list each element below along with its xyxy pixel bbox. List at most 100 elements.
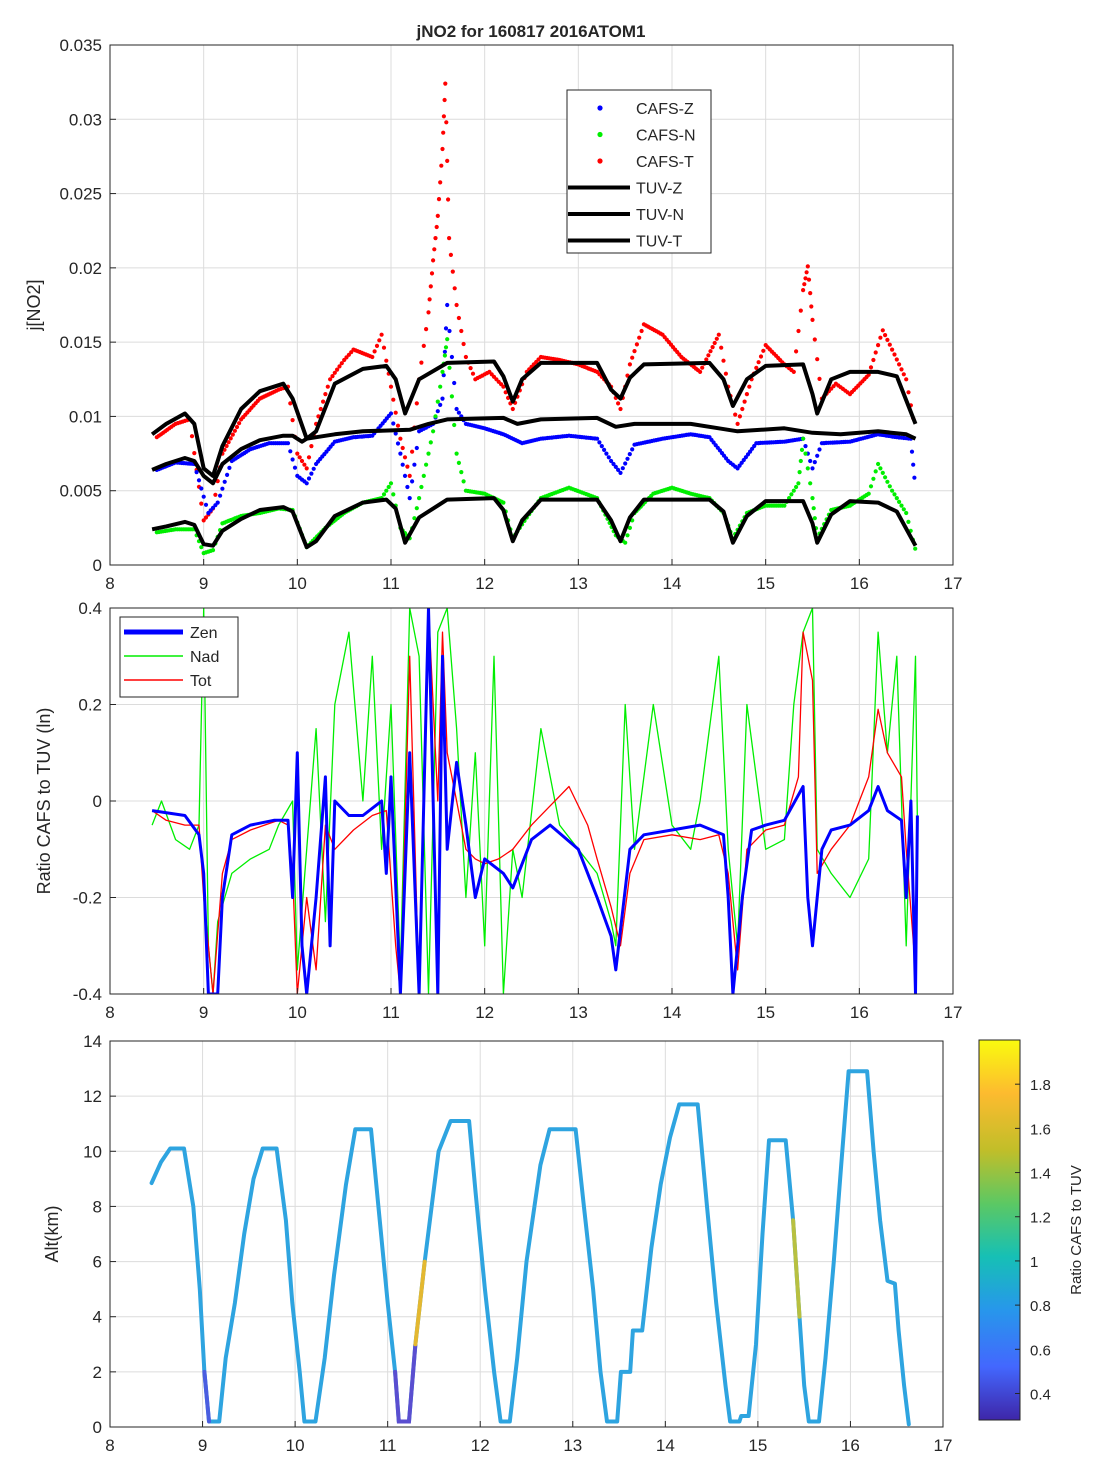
data-point (470, 371, 476, 376)
data-point (328, 377, 333, 382)
data-point (815, 357, 820, 362)
data-point (379, 332, 384, 337)
data-point (616, 467, 621, 472)
data-point (804, 270, 809, 275)
data-point (393, 431, 398, 436)
colorbar-tick-label: 1.6 (1030, 1121, 1051, 1138)
data-point (438, 384, 443, 389)
chart-title: jNO2 for 160817 2016ATOM1 (416, 22, 646, 41)
data-point (894, 357, 899, 362)
data-point (201, 494, 206, 499)
y-tick-label: 0.01 (69, 407, 102, 426)
data-point (597, 440, 602, 445)
colorbar-tick-label: 1.4 (1030, 1166, 1051, 1183)
data-point (391, 492, 396, 497)
data-point (637, 335, 642, 340)
x-tick-label: 13 (569, 1003, 588, 1022)
data-point (735, 421, 740, 426)
legend-ratio[interactable]: Zen Nad Tot (119, 616, 239, 698)
data-point (405, 464, 410, 469)
data-point (442, 97, 447, 103)
data-point (887, 484, 892, 489)
data-point (459, 470, 464, 475)
data-point (339, 361, 344, 366)
data-point (454, 451, 459, 456)
data-point (706, 353, 711, 358)
data-point (815, 453, 820, 458)
data-point (395, 423, 401, 428)
data-point (620, 466, 625, 471)
data-point (883, 333, 888, 338)
data-point (395, 441, 401, 446)
data-point (391, 421, 396, 426)
data-point (435, 399, 440, 404)
colorbar: 0.4 0.6 0.8 1 1.2 1.4 1.6 1.8 Ratio CAFS to TUV (978, 1039, 1085, 1421)
data-point (810, 496, 815, 501)
x-tick-label: 14 (663, 1003, 682, 1022)
data-point (618, 470, 623, 475)
data-point (803, 451, 808, 456)
data-point (309, 444, 314, 449)
data-point (714, 336, 719, 341)
data-point (410, 479, 415, 484)
y-tick-label: 12 (83, 1087, 102, 1106)
x-tick-label: 16 (841, 1436, 860, 1455)
data-point (417, 496, 422, 501)
data-point (442, 353, 447, 358)
data-point (292, 465, 298, 470)
data-point (704, 357, 709, 362)
data-point (791, 369, 796, 374)
legend-label-cafs-t: CAFS-T (636, 154, 694, 171)
data-point (449, 394, 454, 399)
x-tick-label: 10 (288, 1003, 307, 1022)
x-tick-label: 11 (382, 574, 400, 593)
colorbar-tick-label: 0.4 (1030, 1386, 1051, 1403)
series-line-nad (151, 608, 919, 994)
data-point (386, 484, 391, 490)
data-point (222, 479, 227, 484)
data-point (398, 451, 403, 456)
data-point (446, 197, 451, 202)
data-point (428, 440, 433, 445)
data-point (901, 507, 906, 512)
y-tick-label: 4 (93, 1308, 102, 1327)
panel-ratio: 8 9 10 11 12 13 14 15 16 17 -0.4 -0.2 0 0.2 0.4 Ratio … (34, 599, 962, 1022)
data-point (873, 469, 878, 474)
altitude-track (149, 1069, 911, 1427)
data-point (414, 401, 419, 406)
plot-area-altitude (110, 1041, 943, 1427)
data-point (901, 372, 906, 377)
data-point (880, 470, 885, 475)
colorbar-tick-label: 0.6 (1030, 1342, 1051, 1359)
data-point (810, 317, 815, 322)
data-point (803, 276, 808, 281)
x-tick-label: 16 (850, 1003, 869, 1022)
data-point (913, 546, 918, 551)
data-point (452, 286, 457, 291)
data-point (742, 399, 747, 404)
data-point (321, 399, 326, 404)
ratio-highlight-segment (393, 1342, 418, 1424)
y-tick-label: 0.03 (69, 110, 102, 129)
data-point (452, 380, 457, 386)
data-point (445, 337, 450, 342)
y-tick-label: 0.035 (59, 36, 102, 55)
data-point (880, 328, 885, 333)
data-point (616, 401, 621, 406)
data-point (904, 510, 909, 516)
y-tick-label: 0.4 (78, 599, 102, 618)
legend-jno2[interactable]: CAFS-Z CAFS-N CAFS-T TUV-Z TUV-N TUV-T (566, 89, 712, 254)
data-point (595, 436, 600, 441)
ratio-highlight-segment (413, 1259, 427, 1347)
data-point (440, 369, 445, 374)
data-point (599, 444, 604, 449)
data-point (733, 412, 738, 417)
data-point (892, 492, 897, 497)
data-point (456, 315, 461, 321)
y-tick-label: 2 (93, 1363, 102, 1382)
data-point (440, 396, 445, 401)
data-point (407, 496, 412, 501)
ylabel-ratio: Ratio CAFS to TUV (ln) (34, 708, 54, 895)
data-point (627, 362, 633, 367)
